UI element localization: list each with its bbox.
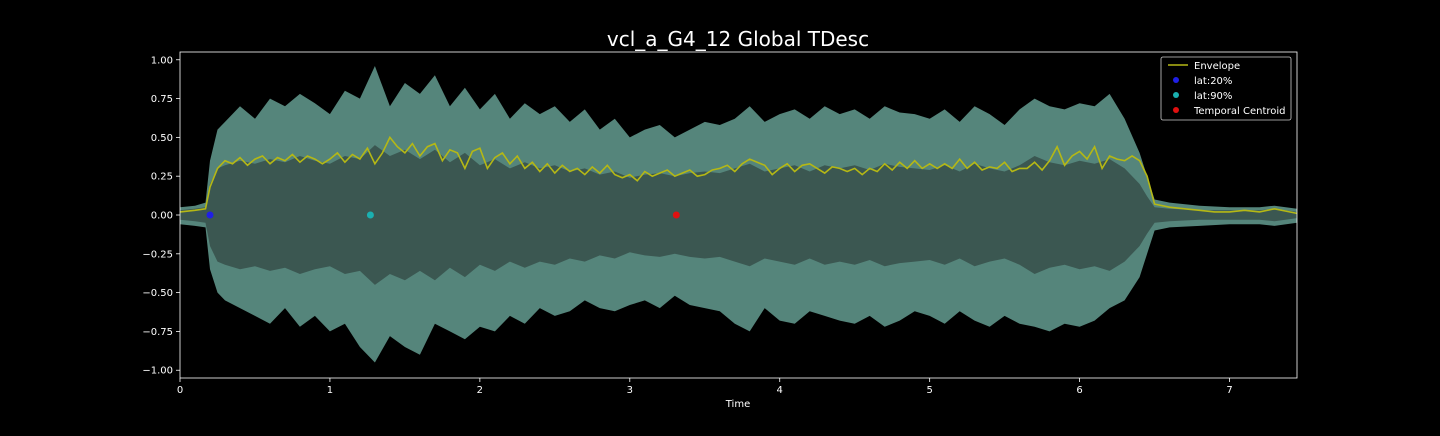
y-tick-label: −1.00: [142, 366, 173, 377]
waveform-inner-band: [180, 145, 1297, 285]
legend-lat90-swatch: [1173, 92, 1179, 98]
envelope-line: [179, 135, 1298, 215]
x-tick-label: 4: [777, 385, 783, 396]
y-tick-label: 0.00: [151, 211, 173, 222]
lat90-marker: [366, 211, 374, 219]
y-tick-label: 1.00: [151, 55, 173, 66]
legend-centroid-swatch: [1173, 107, 1179, 113]
x-axis-label: Time: [725, 399, 750, 410]
x-tick-label: 3: [627, 385, 633, 396]
x-tick-label: 0: [177, 385, 183, 396]
lat20-marker: [206, 211, 214, 219]
legend-envelope-label: Envelope: [1194, 61, 1240, 72]
x-tick-label: 2: [477, 385, 483, 396]
y-tick-label: −0.50: [142, 288, 173, 299]
y-tick-label: 0.75: [151, 94, 173, 105]
legend-centroid-label: Temporal Centroid: [1193, 106, 1286, 117]
temporal-centroid-marker: [672, 211, 680, 219]
y-tick-label: −0.75: [142, 327, 173, 338]
y-axis: −1.00 −0.75 −0.50 −0.25 0.00 0.25 0.50 0.75 1.00: [142, 55, 180, 377]
plot-area: [179, 66, 1298, 363]
legend-lat90-label: lat:90%: [1194, 91, 1232, 102]
legend-lat20-swatch: [1173, 77, 1179, 83]
legend-box: [1160, 56, 1292, 121]
y-tick-label: −0.25: [142, 249, 173, 260]
x-axis: 0 1 2 3 4 5 6 7: [177, 378, 1233, 396]
legend: Envelope lat:20% lat:90% Temporal Centro…: [1160, 56, 1292, 121]
y-tick-label: 0.50: [151, 133, 173, 144]
legend-lat20-label: lat:20%: [1194, 76, 1232, 87]
x-tick-label: 6: [1076, 385, 1082, 396]
x-tick-label: 5: [926, 385, 932, 396]
x-tick-label: 1: [327, 385, 333, 396]
y-tick-label: 0.25: [151, 172, 173, 183]
x-tick-label: 7: [1226, 385, 1232, 396]
chart-title: vcl_a_G4_12 Global TDesc: [607, 27, 869, 51]
